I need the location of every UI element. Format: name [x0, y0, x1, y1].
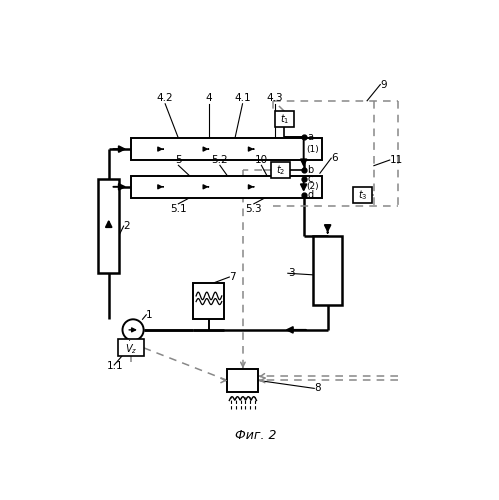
Text: 4.2: 4.2 [157, 94, 174, 104]
Text: 1: 1 [146, 310, 153, 320]
Bar [353, 187, 372, 202]
Text: 11: 11 [390, 155, 403, 165]
Bar [271, 162, 290, 178]
Text: a: a [307, 132, 313, 142]
Text: 5.1: 5.1 [170, 204, 187, 214]
Text: 5.2: 5.2 [212, 155, 228, 165]
Text: 7: 7 [230, 272, 236, 282]
Text: $t_1$: $t_1$ [280, 112, 289, 126]
Text: 8: 8 [314, 384, 321, 394]
Text: 9: 9 [380, 80, 387, 90]
Text: b: b [307, 165, 314, 175]
Bar [194, 282, 225, 318]
Text: Фиг. 2: Фиг. 2 [235, 429, 276, 442]
Text: 4: 4 [205, 94, 212, 104]
Text: 10: 10 [255, 155, 268, 165]
Text: $\dot{V}_z$: $\dot{V}_z$ [125, 340, 137, 356]
Text: 3: 3 [288, 268, 294, 278]
Bar [274, 112, 294, 127]
Text: 5: 5 [175, 155, 182, 165]
Text: (2): (2) [306, 182, 319, 192]
Text: 1.1: 1.1 [107, 360, 123, 370]
Text: 5.3: 5.3 [246, 204, 262, 214]
Bar [118, 340, 144, 356]
Text: 6: 6 [331, 153, 338, 163]
Text: (1): (1) [306, 144, 319, 154]
Text: c: c [307, 174, 313, 184]
Text: $t_3$: $t_3$ [358, 188, 367, 202]
Text: $t_2$: $t_2$ [276, 164, 285, 177]
Text: 2: 2 [124, 221, 130, 231]
Bar [131, 138, 322, 160]
Bar [131, 176, 322, 198]
Bar [313, 236, 342, 306]
Bar [228, 369, 258, 392]
Bar [98, 179, 119, 274]
Text: 4.1: 4.1 [234, 94, 251, 104]
Text: d: d [307, 190, 313, 200]
Text: 4.3: 4.3 [266, 94, 283, 104]
